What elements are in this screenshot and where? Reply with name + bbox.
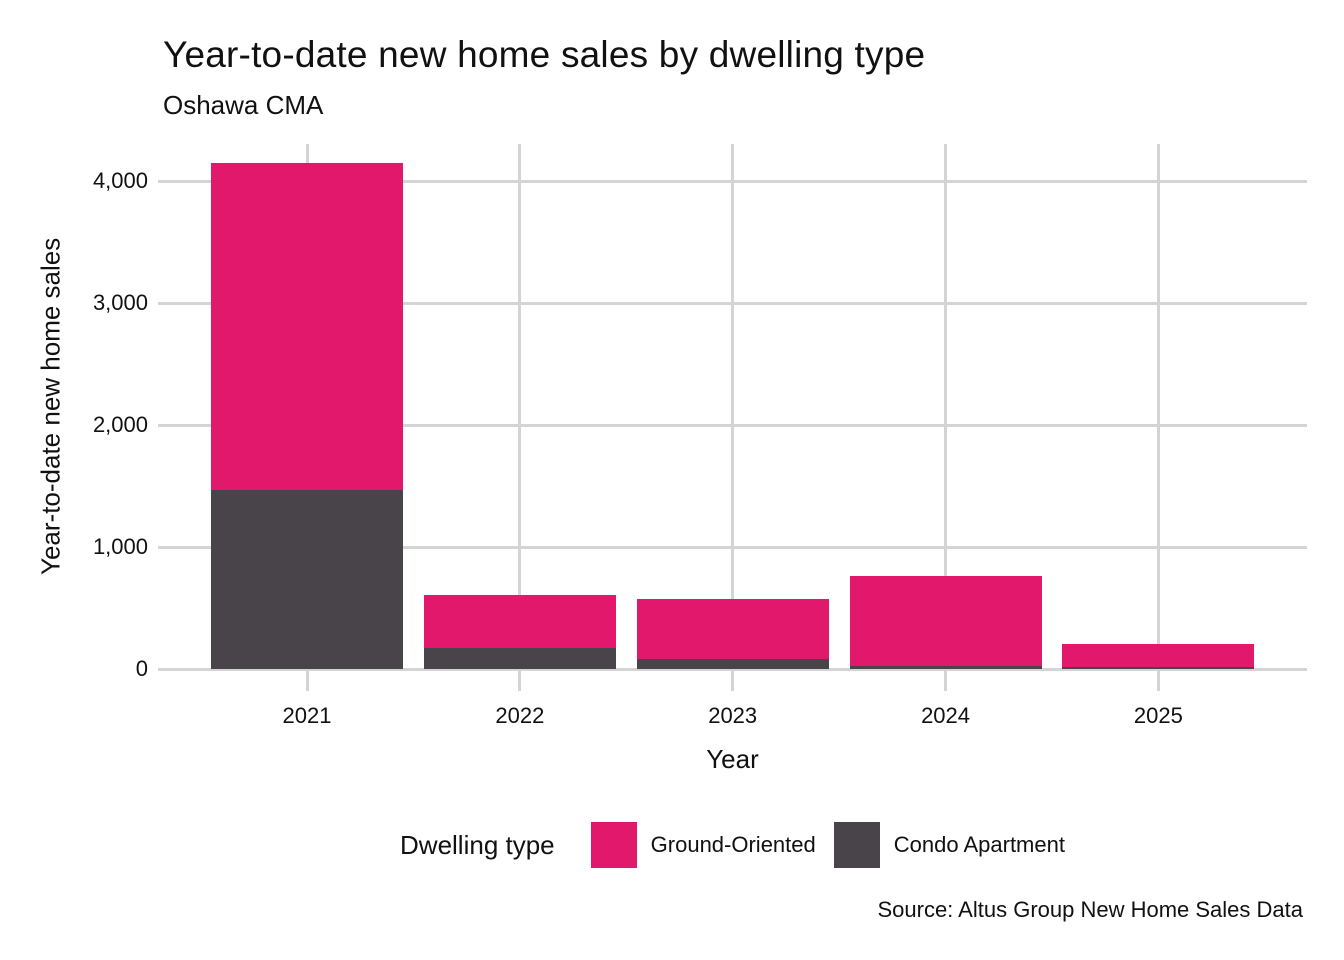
horizontal-gridline-1000 bbox=[158, 545, 1307, 549]
x-tick-mark-2024 bbox=[944, 669, 948, 691]
legend-title: Dwelling type bbox=[400, 829, 555, 860]
chart-title: Year-to-date new home sales by dwelling … bbox=[163, 34, 926, 75]
legend-swatch-condo-apartment bbox=[833, 822, 880, 868]
bar-segment-2025-ground-oriented bbox=[1062, 644, 1255, 668]
bar-segment-2025-condo-apartment bbox=[1062, 667, 1255, 669]
legend: Dwelling type Ground-Oriented Condo Apart… bbox=[158, 820, 1307, 870]
source-note: Source: Altus Group New Home Sales Data bbox=[877, 897, 1303, 922]
x-tick-mark-2021 bbox=[305, 669, 309, 691]
bar-segment-2021-condo-apartment bbox=[211, 489, 403, 669]
bar-segment-2023-ground-oriented bbox=[636, 598, 829, 660]
y-axis-title: Year-to-date new home sales bbox=[35, 237, 66, 576]
y-tick-label-0: 0 bbox=[135, 656, 148, 681]
x-tick-label-2025: 2025 bbox=[1133, 703, 1183, 728]
x-tick-mark-2025 bbox=[1156, 669, 1160, 691]
x-tick-label-2022: 2022 bbox=[495, 703, 545, 728]
horizontal-gridline-2000 bbox=[158, 423, 1307, 427]
x-tick-label-2024: 2024 bbox=[921, 703, 971, 728]
vertical-gridline-2025 bbox=[1156, 144, 1160, 669]
bar-segment-2022-condo-apartment bbox=[423, 648, 616, 669]
bar-segment-2022-ground-oriented bbox=[423, 594, 616, 649]
vertical-gridline-2024 bbox=[944, 144, 948, 669]
bar-segment-2024-ground-oriented bbox=[849, 576, 1042, 666]
bar-segment-2021-ground-oriented bbox=[211, 162, 403, 490]
y-tick-label-2000: 2,000 bbox=[92, 412, 148, 437]
y-tick-label-1000: 1,000 bbox=[92, 534, 148, 559]
legend-label-condo-apartment: Condo Apartment bbox=[893, 832, 1065, 857]
legend-item-ground-oriented: Ground-Oriented bbox=[590, 822, 816, 868]
x-tick-mark-2023 bbox=[731, 669, 735, 691]
bar-segment-2023-condo-apartment bbox=[636, 659, 829, 669]
plot-panel bbox=[158, 144, 1307, 671]
vertical-gridline-2023 bbox=[731, 144, 735, 669]
x-axis-title: Year bbox=[706, 744, 759, 774]
y-tick-label-4000: 4,000 bbox=[92, 168, 148, 193]
x-tick-mark-2022 bbox=[518, 669, 522, 691]
chart-subtitle: Oshawa CMA bbox=[163, 90, 324, 120]
x-tick-label-2023: 2023 bbox=[708, 703, 758, 728]
legend-swatch-ground-oriented bbox=[590, 822, 637, 868]
vertical-gridline-2022 bbox=[518, 144, 522, 669]
legend-item-condo-apartment: Condo Apartment bbox=[833, 822, 1065, 868]
x-tick-label-2021: 2021 bbox=[282, 703, 332, 728]
legend-label-ground-oriented: Ground-Oriented bbox=[650, 832, 816, 857]
bar-segment-2024-condo-apartment bbox=[849, 665, 1042, 669]
y-tick-label-3000: 3,000 bbox=[92, 290, 148, 315]
horizontal-gridline-3000 bbox=[158, 301, 1307, 305]
horizontal-gridline-4000 bbox=[158, 179, 1307, 183]
